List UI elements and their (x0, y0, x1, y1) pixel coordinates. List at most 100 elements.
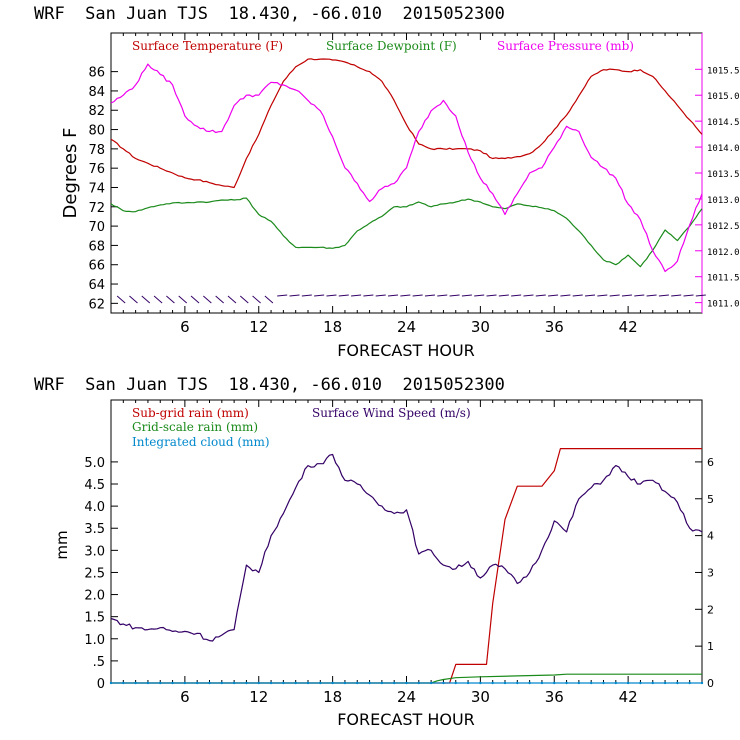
y-tick-label: 86 (88, 66, 105, 81)
x-tick-label: 30 (471, 318, 490, 336)
x-tick-label: 24 (397, 688, 416, 706)
wind-barb (498, 294, 509, 297)
y-tick-label: 78 (88, 143, 105, 158)
y-tick-label: 2.0 (84, 589, 105, 604)
cloud-point (171, 681, 174, 685)
chart-1-x-axis-label: FORECAST HOUR (337, 341, 475, 360)
cloud-point (417, 681, 421, 685)
cloud-point (269, 681, 273, 685)
y-tick-label: 4.0 (84, 500, 105, 515)
x-tick-label: 36 (545, 688, 564, 706)
x-tick-label: 36 (545, 318, 564, 336)
y-tick-label: 68 (88, 239, 105, 254)
y-tick-label: 76 (88, 162, 105, 177)
cloud-point (700, 681, 704, 685)
y-tick-label: 0 (97, 677, 105, 692)
chart-2-y-axis-label: mm (53, 530, 71, 559)
wind-barb (141, 295, 151, 304)
cloud-point (602, 681, 605, 685)
wind-barb (301, 294, 312, 297)
legend-integrated-cloud: Integrated cloud (mm) (132, 435, 270, 449)
cloud-point (442, 681, 445, 685)
wind-barb (326, 294, 337, 297)
series-line-surface-dewpoint-f (110, 197, 703, 268)
legend-subgrid-rain: Sub-grid rain (mm) (132, 406, 249, 420)
wind-barb (449, 294, 460, 297)
wind-barb (178, 295, 188, 304)
chart-1-title: WRF San Juan TJS 18.430, -66.010 2015052… (34, 4, 505, 24)
wind-barb (190, 295, 200, 304)
wind-barb (523, 294, 534, 297)
wind-barb (277, 294, 288, 297)
cloud-point (159, 681, 162, 685)
y-tick-label: 3.0 (84, 544, 105, 559)
cloud-point (405, 681, 408, 685)
cloud-point (565, 681, 568, 685)
cloud-point (392, 681, 396, 685)
cloud-point (454, 681, 457, 685)
y2-tick-label: 5 (707, 493, 714, 506)
wind-barb (658, 294, 669, 297)
cloud-point (294, 681, 297, 685)
wind-barb (264, 295, 274, 304)
wind-barb (412, 294, 423, 297)
chart-1-plot: 6 12 18 24 30 36 42 62 64 66 68 70 72 74 76 78 80 82 84 86 1… (88, 33, 740, 336)
x-tick-label: 18 (323, 688, 342, 706)
cloud-point (109, 681, 113, 685)
wind-barb (252, 295, 261, 304)
y2-tick-label: 2 (707, 603, 714, 616)
wind-barb (461, 294, 472, 297)
cloud-point (663, 681, 667, 685)
cloud-point (208, 681, 211, 685)
y-tick-label: 70 (88, 220, 105, 235)
wind-barb (486, 294, 497, 297)
cloud-point (614, 681, 618, 685)
wind-barb (215, 295, 224, 304)
y-tick-label: 80 (88, 124, 105, 139)
y2-tick-label: 4 (707, 530, 714, 543)
wind-barb (166, 295, 175, 304)
cloud-point (688, 681, 691, 685)
wind-barb (683, 294, 694, 297)
wind-barb (338, 294, 349, 297)
series-line-surface-wind-speed-m-s (110, 453, 703, 642)
cloud-point (651, 681, 654, 685)
series-line-surface-temperature-f (110, 58, 703, 189)
x-tick-label: 12 (249, 688, 268, 706)
wind-barb (400, 294, 411, 297)
y2-tick-label: 1015.5 (707, 66, 740, 76)
cloud-point (676, 681, 679, 685)
cloud-point (479, 681, 482, 685)
wind-barb (572, 294, 583, 297)
cloud-point (540, 681, 544, 685)
wind-barb (363, 294, 374, 297)
cloud-point (122, 681, 125, 685)
x-tick-label: 42 (619, 688, 638, 706)
cloud-point (220, 681, 224, 685)
wind-barb (511, 294, 522, 297)
y-tick-label: 1.0 (84, 633, 105, 648)
cloud-point (306, 681, 310, 685)
chart-1-y-axis-label: Degrees F (60, 128, 81, 219)
wind-barb (153, 295, 163, 304)
cloud-point (195, 681, 199, 685)
y2-tick-label: 1011.5 (707, 274, 740, 284)
cloud-point (257, 681, 260, 685)
cloud-point (589, 681, 593, 685)
wind-barb (351, 294, 362, 297)
wind-barb (203, 295, 212, 304)
legend-grid-scale-rain: Grid-scale rain (mm) (132, 420, 258, 434)
x-tick-label: 42 (619, 318, 638, 336)
y2-tick-label: 1014.0 (707, 144, 740, 154)
cloud-point (528, 681, 531, 685)
chart-2-title: WRF San Juan TJS 18.430, -66.010 2015052… (34, 375, 505, 395)
cloud-point (343, 681, 347, 685)
wind-barb (671, 294, 682, 297)
y2-tick-label: 0 (707, 677, 714, 690)
chart-1-frame (110, 32, 703, 314)
cloud-point (331, 681, 334, 685)
x-tick-label: 12 (249, 318, 268, 336)
cloud-point (146, 681, 150, 685)
y2-tick-label: 1013.0 (707, 196, 740, 206)
